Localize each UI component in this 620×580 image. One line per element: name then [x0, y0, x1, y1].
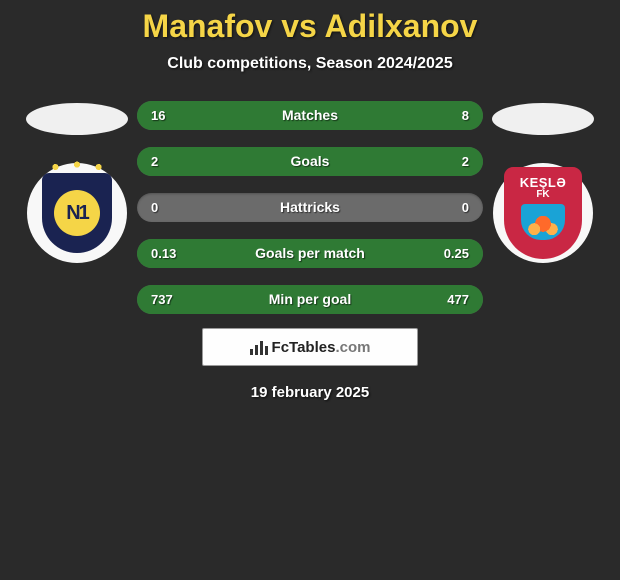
main-row: N1 168Matches 22Goals 00Hattricks 0.130.25G… [0, 101, 620, 314]
stat-label: Hattricks [137, 193, 483, 222]
source-name-suffix: .com [335, 339, 370, 356]
stat-bar: 168Matches [137, 101, 483, 130]
right-player-col: KEŞLƏ FK [483, 101, 603, 263]
right-flag [492, 103, 594, 135]
stat-bar: 00Hattricks [137, 193, 483, 222]
right-shield-sub: FK [536, 189, 549, 200]
right-club-badge: KEŞLƏ FK [493, 163, 593, 263]
right-shield-art-icon [521, 204, 565, 240]
source-name-main: FcTables [272, 339, 336, 356]
left-player-col: N1 [17, 101, 137, 263]
bar-chart-icon [250, 339, 268, 355]
right-shield-brand: KEŞLƏ [520, 175, 567, 190]
stat-label: Min per goal [137, 285, 483, 314]
stat-bar: 0.130.25Goals per match [137, 239, 483, 268]
stats-column: 168Matches 22Goals 00Hattricks 0.130.25Goal… [137, 101, 483, 314]
left-club-badge: N1 [27, 163, 127, 263]
stat-label: Goals [137, 147, 483, 176]
left-shield-text: N1 [54, 190, 100, 236]
stat-label: Goals per match [137, 239, 483, 268]
page-subtitle: Club competitions, Season 2024/2025 [0, 55, 620, 73]
stat-bar: 22Goals [137, 147, 483, 176]
source-attribution[interactable]: FcTables.com [202, 328, 418, 366]
stat-bar: 737477Min per goal [137, 285, 483, 314]
stat-label: Matches [137, 101, 483, 130]
left-shield-icon: N1 [42, 173, 112, 253]
source-name: FcTables.com [272, 339, 371, 356]
date-text: 19 february 2025 [0, 384, 620, 401]
right-shield-icon: KEŞLƏ FK [504, 167, 582, 259]
page-title: Manafov vs Adilxanov [0, 8, 620, 45]
left-flag [26, 103, 128, 135]
comparison-widget: Manafov vs Adilxanov Club competitions, … [0, 0, 620, 401]
